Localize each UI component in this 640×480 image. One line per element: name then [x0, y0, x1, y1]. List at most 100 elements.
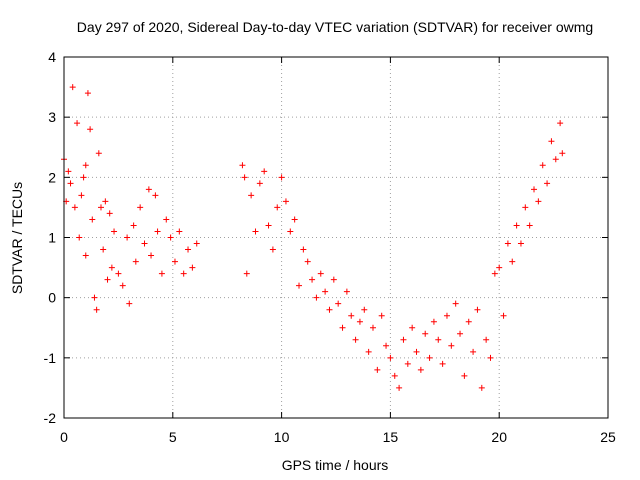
data-point [522, 204, 529, 211]
data-point [87, 126, 94, 133]
data-point [439, 360, 446, 367]
data-point [343, 288, 350, 295]
data-point [171, 258, 178, 265]
data-point [296, 282, 303, 289]
data-point [504, 240, 511, 247]
data-point [84, 90, 91, 97]
data-point [487, 354, 494, 361]
y-axis-label: SDTVAR / TECUs [9, 182, 25, 294]
data-point [430, 318, 437, 325]
data-point [82, 252, 89, 259]
plot-frame [63, 56, 609, 419]
data-point [74, 120, 81, 127]
data-point [152, 192, 159, 199]
data-point [269, 246, 276, 253]
data-point [391, 372, 398, 379]
data-point [185, 246, 192, 253]
data-point [409, 324, 416, 331]
data-point [126, 300, 133, 307]
data-point [517, 240, 524, 247]
y-tick-label: 0 [48, 290, 56, 306]
data-point [404, 360, 411, 367]
chart-title: Day 297 of 2020, Sidereal Day-to-day VTE… [77, 19, 593, 35]
data-point [145, 186, 152, 193]
data-point [330, 276, 337, 283]
data-point [478, 384, 485, 391]
data-point [265, 222, 272, 229]
data-point [256, 180, 263, 187]
x-tick-label: 20 [491, 429, 507, 445]
data-point [457, 330, 464, 337]
data-point [557, 120, 564, 127]
data-point [369, 324, 376, 331]
data-point [176, 228, 183, 235]
data-points [61, 84, 566, 391]
data-point [100, 246, 107, 253]
data-point [282, 198, 289, 205]
data-point [115, 270, 122, 277]
data-point [137, 204, 144, 211]
x-tick-label: 5 [169, 429, 177, 445]
data-point [417, 366, 424, 373]
data-point [413, 348, 420, 355]
data-point [108, 264, 115, 271]
data-point [335, 300, 342, 307]
data-point [378, 312, 385, 319]
data-point [95, 150, 102, 157]
data-point [239, 162, 246, 169]
data-point [509, 258, 516, 265]
data-point [163, 216, 170, 223]
data-point [535, 198, 542, 205]
data-point [80, 174, 87, 181]
data-point [124, 234, 131, 241]
data-point [531, 186, 538, 193]
data-point [448, 342, 455, 349]
data-point [387, 354, 394, 361]
data-point [130, 222, 137, 229]
data-point [365, 348, 372, 355]
data-point [76, 234, 83, 241]
data-point [317, 270, 324, 277]
data-point [65, 168, 72, 175]
data-point [148, 252, 155, 259]
data-point [309, 276, 316, 283]
data-point [287, 228, 294, 235]
data-point [252, 228, 259, 235]
data-point [106, 210, 113, 217]
data-point [461, 372, 468, 379]
data-point [261, 168, 268, 175]
data-point [241, 174, 248, 181]
data-point [304, 258, 311, 265]
data-point [374, 366, 381, 373]
y-tick-label: -1 [44, 350, 57, 366]
grid-lines [64, 57, 608, 418]
data-point [483, 336, 490, 343]
data-point [193, 240, 200, 247]
data-point [491, 270, 498, 277]
data-point [422, 330, 429, 337]
data-point [559, 150, 566, 157]
data-point [526, 222, 533, 229]
data-point [158, 270, 165, 277]
y-tick-label: 1 [48, 230, 56, 246]
data-point [69, 84, 76, 91]
data-point [82, 162, 89, 169]
data-point [452, 300, 459, 307]
data-point [552, 156, 559, 163]
data-point [132, 258, 139, 265]
x-tick-label: 15 [383, 429, 399, 445]
data-point [278, 174, 285, 181]
data-point [104, 276, 111, 283]
data-point [71, 204, 78, 211]
data-point [154, 228, 161, 235]
y-tick-label: 4 [48, 49, 56, 65]
x-tick-label: 25 [600, 429, 616, 445]
data-point [141, 240, 148, 247]
data-point [352, 336, 359, 343]
data-point [548, 138, 555, 145]
data-point [119, 282, 126, 289]
data-point [500, 312, 507, 319]
data-point [93, 306, 100, 313]
data-point [465, 318, 472, 325]
data-point [248, 192, 255, 199]
